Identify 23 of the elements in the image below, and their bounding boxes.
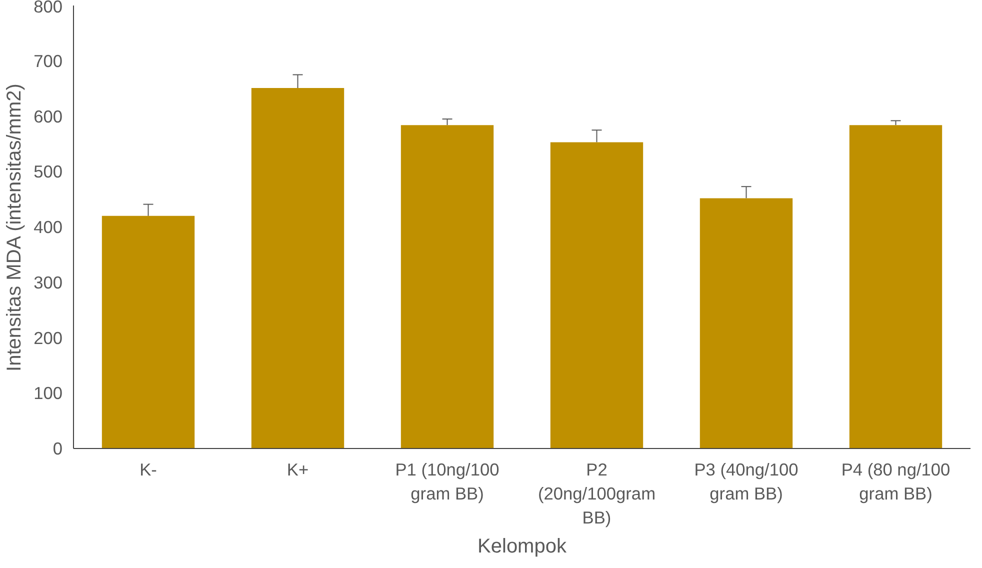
x-tick-label: P1 (10ng/100 gram BB) <box>395 460 500 504</box>
bar <box>102 216 195 448</box>
bar <box>400 125 494 448</box>
x-axis-title: Kelompok <box>478 536 568 558</box>
y-tick-label: 600 <box>34 106 63 126</box>
x-tick-label: K- <box>140 460 157 480</box>
y-tick-label: 800 <box>34 0 63 16</box>
y-tick-label: 500 <box>34 162 63 182</box>
y-tick-label: 0 <box>52 438 63 458</box>
x-tick-label: P2 (20ng/100gram BB) <box>538 460 656 528</box>
y-tick-label: 400 <box>34 217 63 237</box>
x-tick-label: P3 (40ng/100 gram BB) <box>694 460 798 504</box>
x-tick-label: K+ <box>286 460 309 480</box>
y-tick-label: 700 <box>34 50 63 71</box>
y-axis-title: Intensitas MDA (intensitas/mm2) <box>4 84 26 372</box>
bar <box>550 142 644 448</box>
x-tick-label: P4 (80 ng/100 gram BB) <box>841 460 950 504</box>
bar <box>700 198 793 448</box>
y-tick-label: 300 <box>34 272 63 292</box>
y-tick-label: 200 <box>34 328 63 348</box>
bar <box>849 125 942 448</box>
bar <box>251 88 344 448</box>
y-tick-label: 100 <box>34 383 63 404</box>
